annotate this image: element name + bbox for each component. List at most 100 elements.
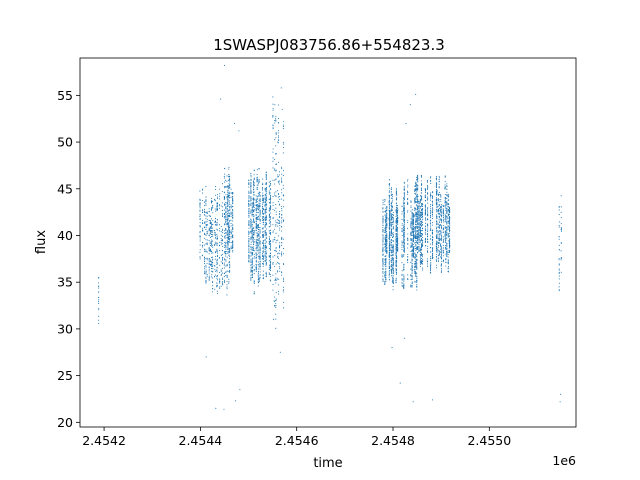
data-point [437, 194, 439, 196]
data-point [257, 261, 259, 263]
data-point [415, 244, 417, 247]
data-point [395, 252, 398, 254]
data-point [265, 222, 267, 224]
data-point [446, 203, 448, 205]
data-point [411, 268, 413, 270]
data-point [386, 252, 388, 255]
data-point [218, 198, 221, 200]
data-point [256, 208, 258, 210]
data-point [223, 259, 226, 261]
data-point [419, 227, 422, 229]
data-point [279, 214, 281, 216]
data-point [216, 263, 218, 265]
data-point [435, 177, 437, 179]
data-point [225, 265, 227, 267]
data-point [268, 273, 270, 275]
data-point [199, 214, 201, 216]
data-point [281, 189, 283, 191]
data-point [230, 196, 232, 198]
data-point [282, 141, 284, 143]
data-point [225, 275, 227, 277]
data-point [410, 227, 412, 229]
data-point [279, 222, 281, 225]
data-point [396, 235, 399, 237]
data-point [442, 211, 444, 213]
data-point [265, 182, 267, 184]
data-point [410, 232, 412, 234]
data-point [397, 229, 399, 231]
data-point [215, 186, 217, 188]
data-point [395, 234, 397, 236]
data-point [278, 220, 281, 222]
data-point [213, 229, 216, 232]
data-point [264, 252, 266, 254]
data-point [417, 248, 419, 250]
data-point [250, 173, 252, 175]
data-point [416, 263, 418, 265]
data-point [283, 286, 285, 288]
data-point [275, 137, 277, 139]
data-point [204, 257, 206, 259]
data-point [269, 263, 271, 265]
data-point [436, 210, 438, 212]
data-point [253, 170, 255, 172]
data-point [274, 139, 276, 141]
data-point [229, 187, 231, 189]
data-point [403, 216, 405, 218]
data-point [255, 267, 257, 269]
data-point [436, 206, 438, 208]
data-point [275, 178, 277, 180]
data-point [424, 194, 426, 197]
data-point [438, 253, 440, 255]
data-point [417, 202, 419, 204]
data-point [251, 240, 253, 242]
data-point [253, 189, 255, 191]
data-point [224, 230, 226, 232]
data-point [282, 277, 285, 279]
data-point [220, 285, 222, 287]
data-point [220, 231, 222, 233]
data-point [277, 136, 280, 138]
data-point [214, 237, 217, 239]
data-point [204, 237, 206, 239]
data-point [386, 232, 388, 235]
data-point [275, 118, 277, 120]
data-point [270, 275, 272, 278]
data-point [438, 205, 440, 207]
data-point [442, 242, 444, 244]
data-point [272, 109, 274, 111]
data-point [227, 213, 229, 215]
data-point [416, 193, 419, 195]
data-point [415, 249, 417, 251]
data-point [446, 222, 448, 224]
data-point [444, 188, 446, 190]
data-point [218, 204, 221, 206]
data-point [251, 277, 253, 279]
data-point [264, 255, 266, 257]
data-point [256, 254, 258, 256]
data-point [426, 236, 429, 238]
data-point [262, 222, 264, 224]
data-point [257, 208, 259, 210]
data-point [447, 259, 449, 261]
data-point [208, 257, 210, 260]
data-point [255, 214, 257, 216]
data-point [253, 231, 255, 233]
data-point [446, 219, 448, 221]
data-point [223, 214, 226, 216]
data-point [253, 184, 255, 187]
data-point [440, 253, 442, 255]
data-point [256, 176, 258, 178]
data-point [216, 233, 218, 236]
data-point [248, 248, 250, 250]
data-point [427, 210, 429, 212]
data-point [269, 229, 271, 231]
data-point [440, 249, 442, 251]
data-point [382, 263, 384, 265]
data-point [258, 279, 260, 281]
data-point [228, 228, 230, 230]
data-point [411, 265, 413, 268]
data-point [211, 231, 213, 233]
data-point [217, 204, 219, 206]
data-point [274, 296, 276, 298]
